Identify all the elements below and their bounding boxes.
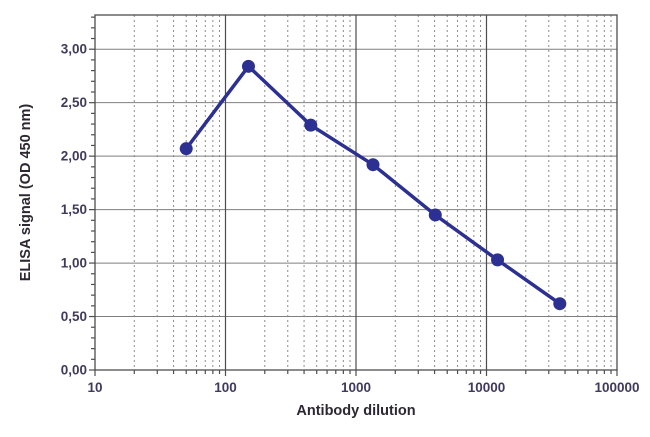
data-point-marker [304,118,318,132]
y-tick-label: 3,00 [61,42,87,57]
data-point-marker [179,142,193,156]
data-point-marker [428,208,442,222]
x-tick-label: 100 [214,380,237,395]
data-point-marker [491,253,505,267]
y-tick-label: 0,50 [61,309,87,324]
y-tick-label: 2,00 [61,149,87,164]
x-tick-label: 10000 [468,380,506,395]
x-axis-title: Antibody dilution [296,403,415,419]
y-axis-title: ELISA signal (OD 450 nm) [18,104,34,282]
y-tick-label: 1,50 [61,202,87,217]
data-point-marker [241,59,255,73]
data-point-marker [366,158,380,172]
x-tick-label: 100000 [594,380,639,395]
y-tick-label: 2,50 [61,95,87,110]
plot-frame [94,14,618,371]
x-tick-label: 1000 [341,380,371,395]
y-tick-label: 0,00 [61,363,87,378]
y-tick-label: 1,00 [61,256,87,271]
x-tick-label: 10 [87,380,102,395]
data-point-marker [553,297,567,311]
